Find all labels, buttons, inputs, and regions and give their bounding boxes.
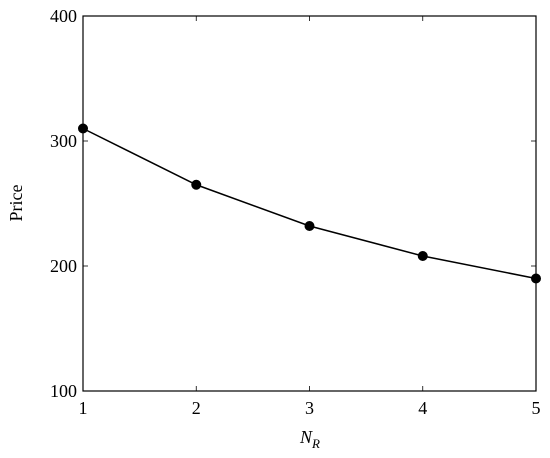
x-tick-label: 5 bbox=[532, 398, 541, 418]
y-tick-label: 300 bbox=[50, 131, 77, 151]
plot-frame bbox=[82, 15, 537, 392]
marker bbox=[417, 251, 428, 261]
y-tick-label: 100 bbox=[50, 381, 77, 401]
x-axis-label-base: N bbox=[299, 427, 313, 447]
marker bbox=[304, 221, 315, 231]
x-tick-label: 3 bbox=[305, 398, 314, 418]
x-tick-label: 2 bbox=[192, 398, 201, 418]
marker bbox=[191, 179, 202, 190]
x-tick-label: 1 bbox=[79, 398, 88, 418]
y-tick-label: 200 bbox=[50, 256, 77, 276]
line bbox=[82, 127, 537, 280]
x-axis-label: NR bbox=[299, 427, 320, 451]
x-tick-label: 4 bbox=[418, 398, 427, 418]
x-axis-label-subscript: R bbox=[311, 436, 320, 451]
y-tick-label: 400 bbox=[50, 6, 77, 26]
marker bbox=[531, 273, 541, 284]
y-axis-label: Price bbox=[6, 184, 26, 221]
marker bbox=[78, 123, 88, 134]
